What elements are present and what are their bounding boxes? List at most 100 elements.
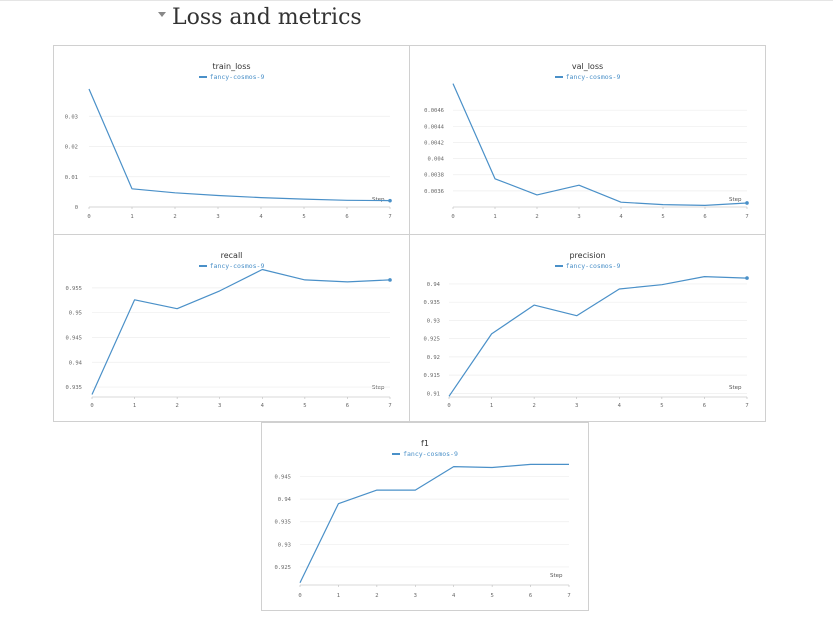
y-tick-label: 0.0046 xyxy=(424,108,444,114)
x-tick-label: 5 xyxy=(303,403,306,409)
data-point[interactable] xyxy=(131,188,133,190)
x-axis-label: Step xyxy=(729,385,742,391)
data-point[interactable] xyxy=(703,275,705,277)
data-point[interactable] xyxy=(303,198,305,200)
data-point[interactable] xyxy=(494,178,496,180)
legend-swatch xyxy=(392,453,401,455)
series-line[interactable] xyxy=(452,83,748,206)
x-tick-label: 6 xyxy=(345,214,348,220)
data-point[interactable] xyxy=(491,466,493,468)
data-point[interactable] xyxy=(618,288,620,290)
x-tick-label: 0 xyxy=(87,214,90,220)
x-tick-label: 0 xyxy=(90,403,93,409)
data-point[interactable] xyxy=(133,299,135,301)
y-tick-label: 0.01 xyxy=(65,175,78,181)
x-tick-label: 3 xyxy=(414,593,417,599)
y-tick-label: 0.94 xyxy=(69,360,83,366)
data-point[interactable] xyxy=(745,201,749,205)
legend-swatch xyxy=(554,76,563,78)
x-tick-label: 0 xyxy=(298,593,301,599)
x-tick-label: 0 xyxy=(451,214,454,220)
chart-legend[interactable]: fancy-cosmos-9 xyxy=(54,73,409,81)
chart-panel-train-loss[interactable]: train_loss fancy-cosmos-9 Step 0 0.01 0.02… xyxy=(53,45,410,235)
data-point[interactable] xyxy=(88,88,90,90)
x-tick-label: 5 xyxy=(490,593,493,599)
series-line[interactable] xyxy=(448,275,748,397)
data-point[interactable] xyxy=(533,304,535,306)
x-tick-label: 7 xyxy=(745,403,748,409)
x-tick-label: 1 xyxy=(130,214,133,220)
data-point[interactable] xyxy=(176,308,178,310)
data-point[interactable] xyxy=(346,281,348,283)
data-point[interactable] xyxy=(219,290,221,292)
y-tick-label: 0.0044 xyxy=(424,124,445,130)
data-point[interactable] xyxy=(174,192,176,194)
data-point[interactable] xyxy=(452,82,454,84)
data-point[interactable] xyxy=(414,489,416,491)
series-line[interactable] xyxy=(91,268,391,395)
y-tick-label: 0.925 xyxy=(274,565,291,571)
y-tick-label: 0.0042 xyxy=(424,140,444,146)
data-point[interactable] xyxy=(662,203,664,205)
chart-legend[interactable]: fancy-cosmos-9 xyxy=(410,262,765,270)
chart-legend[interactable]: fancy-cosmos-9 xyxy=(54,262,409,270)
data-point[interactable] xyxy=(448,395,450,397)
y-tick-label: 0.0036 xyxy=(424,189,444,195)
x-axis-label: Step xyxy=(729,197,742,203)
chart-panel-val-loss[interactable]: val_loss fancy-cosmos-9 Step 0.0036 0.003… xyxy=(409,45,766,235)
data-point[interactable] xyxy=(388,278,392,282)
data-point[interactable] xyxy=(91,393,93,395)
data-point[interactable] xyxy=(578,184,580,186)
x-tick-label: 2 xyxy=(535,214,538,220)
chart-legend[interactable]: fancy-cosmos-9 xyxy=(262,450,588,458)
data-point[interactable] xyxy=(661,283,663,285)
chart-panel-precision[interactable]: precision fancy-cosmos-9 Step 0.91 0.915 0… xyxy=(409,234,766,422)
x-tick-label: 0 xyxy=(447,403,450,409)
data-point[interactable] xyxy=(453,465,455,467)
data-point[interactable] xyxy=(576,314,578,316)
x-tick-label: 6 xyxy=(703,214,706,220)
y-tick-label: 0.03 xyxy=(65,114,78,120)
chart-title: f1 xyxy=(421,439,429,448)
data-point[interactable] xyxy=(529,463,531,465)
chart-legend[interactable]: fancy-cosmos-9 xyxy=(410,73,765,81)
legend-label: fancy-cosmos-9 xyxy=(565,73,621,81)
data-point[interactable] xyxy=(299,582,301,584)
data-point[interactable] xyxy=(261,268,263,270)
data-point[interactable] xyxy=(376,489,378,491)
x-tick-label: 6 xyxy=(703,403,706,409)
y-tick-label: 0.935 xyxy=(65,385,82,391)
x-tick-label: 4 xyxy=(261,403,265,409)
x-tick-label: 5 xyxy=(660,403,663,409)
y-tick-label: 0.94 xyxy=(278,497,292,503)
legend-swatch xyxy=(198,265,207,267)
y-tick-label: 0.004 xyxy=(427,157,444,163)
y-tick-label: 0.93 xyxy=(427,318,440,324)
section-header[interactable]: Loss and metrics xyxy=(158,5,362,30)
data-point[interactable] xyxy=(568,463,570,465)
data-point[interactable] xyxy=(745,276,749,280)
series-line[interactable] xyxy=(88,88,391,202)
data-point[interactable] xyxy=(490,333,492,335)
data-point[interactable] xyxy=(304,279,306,281)
data-point[interactable] xyxy=(620,201,622,203)
data-point[interactable] xyxy=(388,198,392,203)
top-divider xyxy=(0,0,833,1)
data-point[interactable] xyxy=(217,194,219,196)
data-point[interactable] xyxy=(337,502,339,504)
x-tick-label: 4 xyxy=(619,214,623,220)
chart-panel-f1[interactable]: f1 fancy-cosmos-9 Step 0.925 0.93 0.935 0.9… xyxy=(261,422,589,611)
x-tick-label: 7 xyxy=(745,214,748,220)
data-point[interactable] xyxy=(536,194,538,196)
chart-title: recall xyxy=(220,251,243,260)
series-line[interactable] xyxy=(299,463,569,583)
data-point[interactable] xyxy=(704,204,706,206)
chart-panel-recall[interactable]: recall fancy-cosmos-9 Step 0.935 0.94 0.94… xyxy=(53,234,410,422)
data-point[interactable] xyxy=(260,196,262,198)
x-tick-label: 3 xyxy=(216,214,219,220)
x-tick-label: 3 xyxy=(577,214,580,220)
data-point[interactable] xyxy=(346,199,348,201)
collapse-caret-icon[interactable] xyxy=(158,12,166,17)
x-tick-label: 7 xyxy=(388,403,391,409)
legend-swatch xyxy=(554,265,563,267)
